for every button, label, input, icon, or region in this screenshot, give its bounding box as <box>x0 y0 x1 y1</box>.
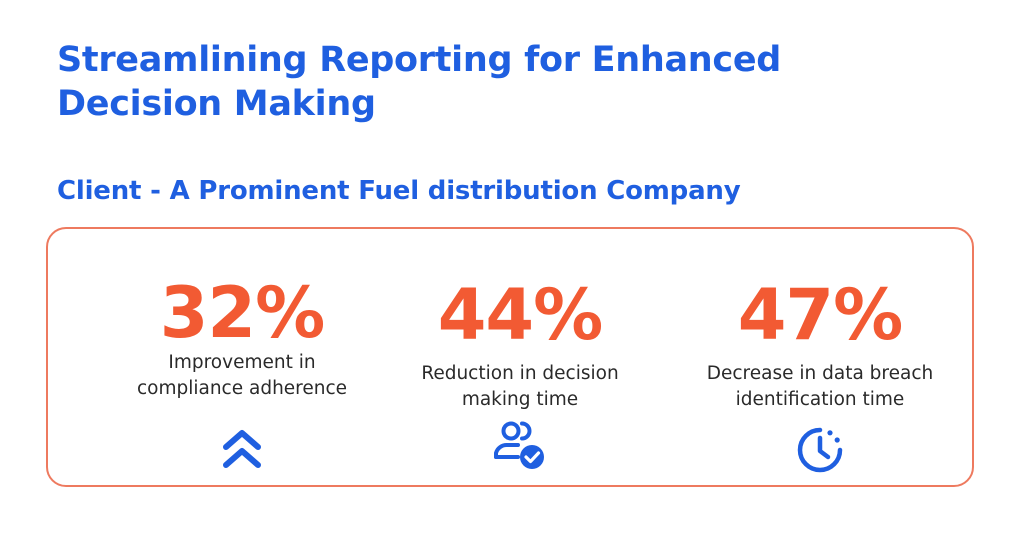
results-card: 32% Improvement in compliance adherence … <box>46 227 974 487</box>
stat-compliance: 32% Improvement in compliance adherence <box>102 229 382 485</box>
stat-decision-time: 44% Reduction in decision making time <box>380 229 660 485</box>
double-chevron-up-icon <box>223 430 261 468</box>
users-check-icon <box>494 421 544 469</box>
stat-label-line: identification time <box>735 389 905 410</box>
stat-label-line: Reduction in decision <box>421 363 619 384</box>
client-subtitle: Client - A Prominent Fuel distribution C… <box>57 176 741 206</box>
stat-label-line: Improvement in <box>168 352 316 373</box>
stat-breach-time: 47% Decrease in data breach identificati… <box>680 229 960 485</box>
stat-label: Reduction in decision making time <box>380 361 660 413</box>
stat-label: Decrease in data breach identification t… <box>680 361 960 413</box>
stat-label-line: Decrease in data breach <box>706 363 934 384</box>
stat-value: 32% <box>159 272 326 354</box>
stat-label-line: making time <box>461 389 579 410</box>
page-title: Streamlining Reporting for Enhanced Deci… <box>57 40 782 124</box>
stat-label-line: compliance adherence <box>136 378 348 399</box>
stat-label: Improvement in compliance adherence <box>102 350 382 402</box>
clock-icon <box>797 427 843 473</box>
stat-value: 47% <box>737 274 904 356</box>
stat-value: 44% <box>437 274 604 356</box>
